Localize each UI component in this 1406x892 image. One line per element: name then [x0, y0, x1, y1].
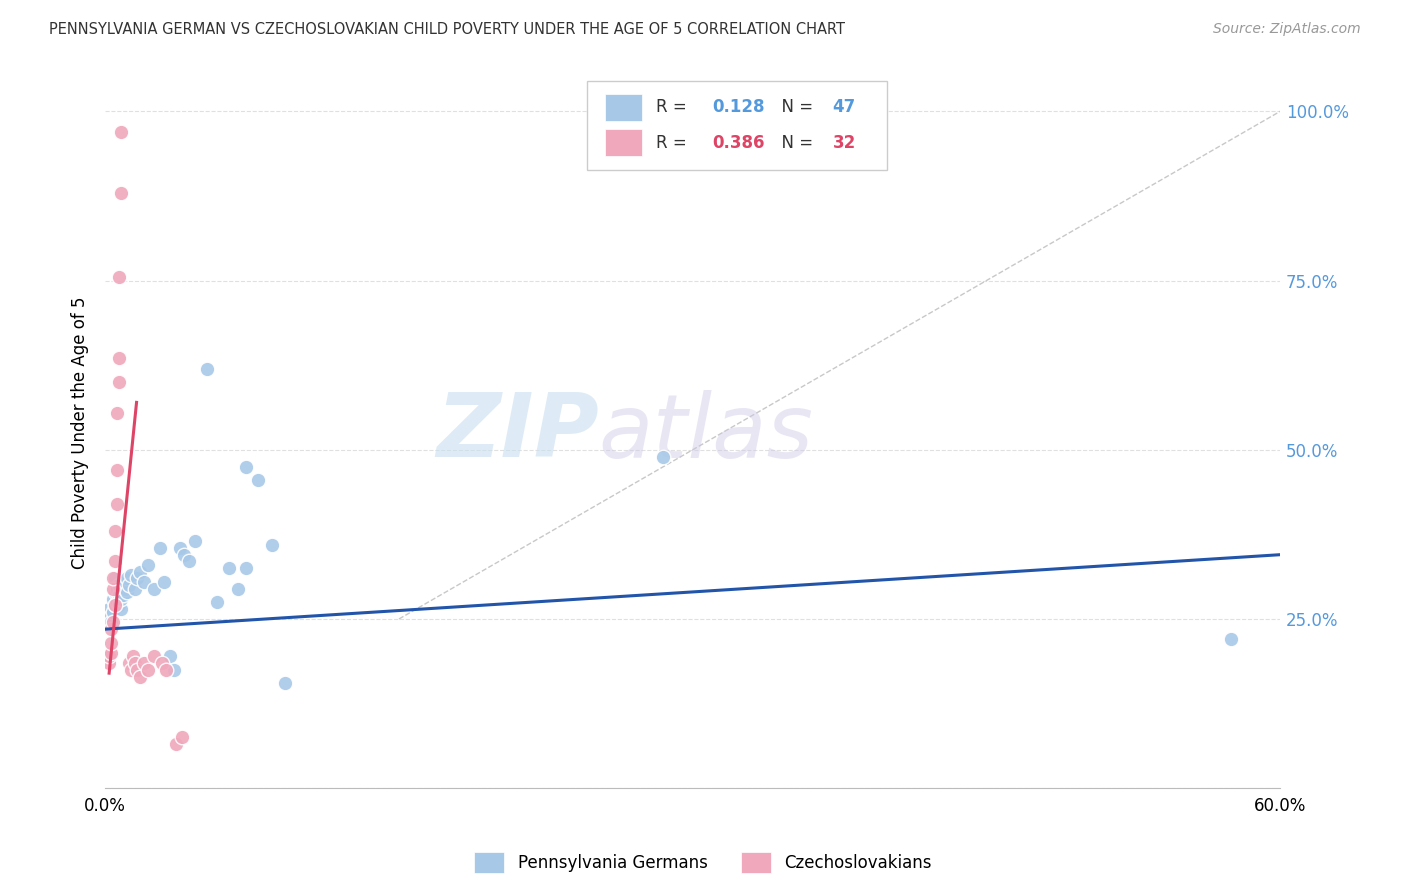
Point [179, 554, 201, 568]
Point [218, 561, 240, 575]
Point [120, 568, 142, 582]
Text: ZIP: ZIP [436, 389, 599, 476]
Point [101, 615, 124, 630]
Point [143, 582, 166, 596]
Point [105, 497, 128, 511]
Point [184, 534, 207, 549]
Point [153, 574, 176, 589]
Text: 0.386: 0.386 [713, 134, 765, 152]
FancyBboxPatch shape [605, 94, 643, 120]
Point [170, 731, 193, 745]
Point [101, 605, 124, 619]
Point [115, 571, 138, 585]
Text: 32: 32 [832, 134, 856, 152]
Point [105, 405, 128, 419]
FancyBboxPatch shape [586, 81, 887, 169]
Point [235, 459, 257, 474]
Point [129, 669, 152, 683]
Point [114, 574, 136, 589]
Point [118, 578, 141, 592]
Point [100, 622, 122, 636]
Legend: Pennsylvania Germans, Czechoslovakians: Pennsylvania Germans, Czechoslovakians [468, 846, 938, 880]
Point [98, 602, 121, 616]
Text: 47: 47 [832, 98, 856, 116]
Text: PENNSYLVANIA GERMAN VS CZECHOSLOVAKIAN CHILD POVERTY UNDER THE AGE OF 5 CORRELAT: PENNSYLVANIA GERMAN VS CZECHOSLOVAKIAN C… [49, 22, 845, 37]
Point [169, 541, 191, 555]
Point [98, 649, 121, 664]
FancyBboxPatch shape [605, 129, 643, 156]
Text: N =: N = [772, 98, 818, 116]
Point [150, 656, 173, 670]
Point [118, 656, 141, 670]
Point [110, 186, 132, 200]
Point [134, 574, 156, 589]
Point [246, 473, 269, 487]
Point [121, 649, 143, 664]
Point [101, 571, 124, 585]
Point [110, 602, 132, 616]
Point [108, 270, 131, 285]
Point [104, 599, 127, 613]
Point [111, 588, 134, 602]
Point [100, 646, 122, 660]
Point [235, 561, 257, 575]
Point [155, 663, 177, 677]
Text: R =: R = [657, 134, 692, 152]
Point [105, 595, 128, 609]
Point [105, 582, 128, 596]
Point [228, 582, 250, 596]
Point [124, 582, 146, 596]
Point [98, 656, 121, 670]
Text: N =: N = [772, 134, 818, 152]
Point [101, 582, 124, 596]
Point [143, 649, 166, 664]
Point [110, 591, 132, 606]
Point [108, 375, 131, 389]
Point [165, 737, 187, 751]
Point [149, 541, 172, 555]
Point [125, 571, 148, 585]
Point [108, 588, 131, 602]
Point [108, 351, 131, 366]
Text: R =: R = [657, 98, 692, 116]
Point [260, 537, 283, 551]
Point [652, 450, 675, 464]
Point [274, 676, 297, 690]
Point [104, 571, 127, 585]
Point [124, 656, 146, 670]
Point [115, 585, 138, 599]
Text: atlas: atlas [599, 390, 814, 475]
Point [205, 595, 228, 609]
Point [100, 608, 122, 623]
Point [125, 663, 148, 677]
Point [100, 615, 122, 630]
Point [104, 554, 127, 568]
Point [136, 558, 159, 572]
Point [108, 599, 131, 613]
Point [108, 578, 131, 592]
Point [100, 635, 122, 649]
Y-axis label: Child Poverty Under the Age of 5: Child Poverty Under the Age of 5 [72, 296, 89, 569]
Point [136, 663, 159, 677]
Point [110, 125, 132, 139]
Point [104, 599, 127, 613]
Point [163, 663, 186, 677]
Point [104, 585, 127, 599]
Point [114, 582, 136, 596]
Point [134, 656, 156, 670]
Point [104, 524, 127, 538]
Point [120, 663, 142, 677]
Point [105, 463, 128, 477]
Point [173, 548, 195, 562]
Point [129, 565, 152, 579]
Point [195, 361, 218, 376]
Point [1220, 632, 1243, 647]
Text: Source: ZipAtlas.com: Source: ZipAtlas.com [1213, 22, 1361, 37]
Point [159, 649, 181, 664]
Point [101, 591, 124, 606]
Text: 0.128: 0.128 [713, 98, 765, 116]
